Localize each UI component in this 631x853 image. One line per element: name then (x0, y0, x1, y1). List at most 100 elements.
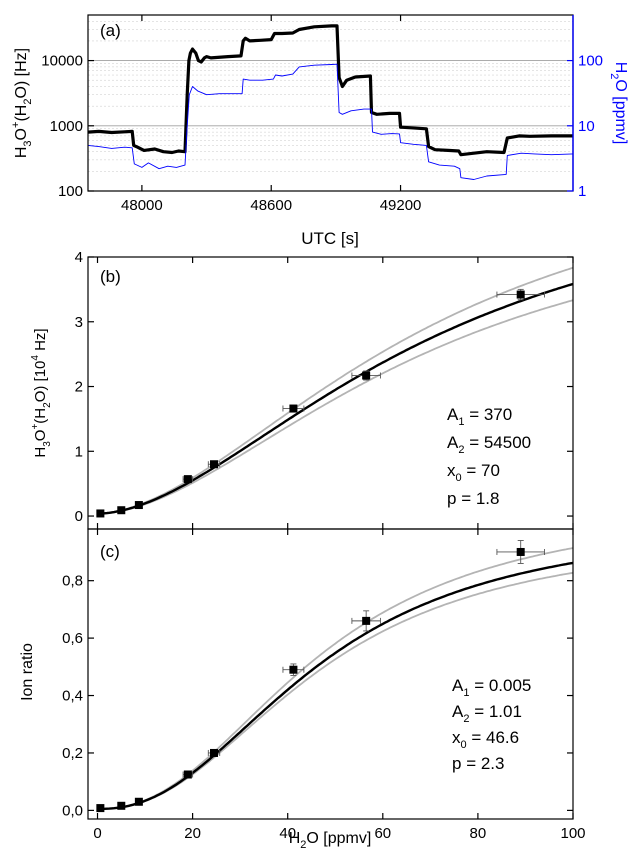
y2-tick-label: 10 (578, 118, 595, 135)
data-point (282, 404, 305, 413)
fit-param: A1 = 370 (447, 405, 512, 428)
panel-c-fit-curve (99, 561, 574, 811)
x-tick-label: 100 (560, 825, 585, 842)
panel-b-fit-band (99, 266, 574, 515)
data-point (282, 663, 305, 676)
panel-b-x-ticks (96, 257, 574, 529)
point-marker (96, 509, 105, 518)
point-marker (210, 460, 219, 469)
x-tick-label: 80 (470, 825, 487, 842)
y-tick-label: 1 (75, 443, 83, 460)
fit-param: x0 = 46.6 (452, 728, 519, 751)
point-marker (96, 804, 105, 813)
panel-b-y-ticks: 0 1 2 3 4 (75, 249, 573, 525)
panel-c-x-ticks: 0 20 40 60 80 100 (93, 529, 586, 842)
x-tick-label: 40 (279, 825, 296, 842)
point-marker (183, 475, 192, 484)
point-marker (117, 801, 126, 810)
x-tick-label: 60 (374, 825, 391, 842)
point-marker (117, 506, 126, 515)
y-tick-label: 10000 (41, 53, 83, 70)
panel-c-ylabel: Ion ratio (19, 643, 36, 701)
data-point (117, 801, 126, 810)
x-tick-label: 20 (184, 825, 201, 842)
point-marker (516, 290, 525, 299)
fit-band-upper (99, 266, 574, 515)
panel-a-ylabel: H3O+(H2O) [Hz] (10, 48, 34, 158)
panel-c-fit-params: A1 = 0.005 A2 = 1.01 x0 = 46.6 p = 2.3 (452, 676, 531, 773)
data-point (182, 770, 194, 779)
y-tick-label: 2 (75, 379, 83, 396)
y-tick-label: 0,4 (62, 688, 83, 705)
x-tick-label: 48000 (121, 197, 163, 214)
panel-b-tag: (b) (100, 267, 121, 286)
point-marker (210, 748, 219, 757)
fit-param: p = 2.3 (452, 754, 504, 773)
panel-b-points (96, 288, 545, 518)
fit-param: x0 = 70 (447, 461, 500, 484)
point-marker (289, 665, 298, 674)
y-tick-label: 100 (58, 183, 83, 200)
data-point (117, 506, 126, 515)
data-point (351, 370, 381, 381)
y-tick-label: 1000 (50, 118, 83, 135)
data-point (134, 501, 143, 510)
panel-a-series (87, 24, 574, 180)
panel-c: 0,0 0,2 0,4 0,6 0,8 0 20 40 60 80 100 (c) Ion rat… (19, 528, 586, 851)
point-marker (362, 371, 371, 380)
point-marker (516, 547, 525, 556)
panel-c-xlabel: H2O [ppmv] (289, 830, 372, 851)
series-count-rate-line (87, 24, 573, 157)
point-marker (362, 616, 371, 625)
panel-a-y-ticks: 100 1000 10000 (41, 53, 94, 200)
panel-a-xlabel: UTC [s] (301, 229, 359, 248)
y-tick-label: 3 (75, 314, 83, 331)
panel-a-x-ticks: 48000 48600 49200 (121, 15, 421, 214)
y-tick-label: 0,0 (62, 802, 83, 819)
data-point (207, 748, 221, 757)
data-point (134, 797, 143, 806)
fit-band-lower (99, 299, 574, 515)
y2-tick-label: 100 (578, 53, 603, 70)
panel-a-frame (87, 14, 574, 192)
y-tick-label: 0,8 (62, 573, 83, 590)
data-point (351, 610, 381, 632)
fit-param: p = 1.8 (447, 489, 499, 508)
y-tick-label: 0,2 (62, 745, 83, 762)
data-point (207, 460, 221, 469)
panel-b-ylabel: H3O+(H2O) [104 Hz] (30, 328, 53, 457)
point-marker (289, 404, 298, 413)
x-tick-label: 48600 (250, 197, 292, 214)
panel-c-frame (87, 528, 574, 820)
fit-param: A1 = 0.005 (452, 676, 531, 699)
data-point (182, 475, 194, 484)
panel-a-y2label: H2O [ppmv] (608, 62, 629, 145)
panel-c-tag: (c) (100, 542, 120, 561)
panel-a-grid (88, 14, 573, 192)
fit-param: A2 = 54500 (447, 433, 531, 456)
panel-c-points (96, 540, 545, 813)
y-tick-label: 0,6 (62, 630, 83, 647)
panel-a-y2-ticks: 1 10 100 (567, 15, 603, 200)
panel-b-fit-params: A1 = 370 A2 = 54500 x0 = 70 p = 1.8 (447, 405, 531, 508)
panel-c-y-ticks: 0,0 0,2 0,4 0,6 0,8 (62, 573, 573, 819)
y2-tick-label: 1 (578, 183, 586, 200)
data-point (96, 804, 105, 813)
fit-param: A2 = 1.01 (452, 702, 522, 725)
data-point (496, 288, 545, 301)
x-tick-label: 49200 (380, 197, 422, 214)
panel-a-tag: (a) (100, 21, 121, 40)
point-marker (134, 797, 143, 806)
series-h2o-line (87, 63, 574, 180)
panel-b: 0 1 2 3 4 (b) H3O+(H2O) [104 Hz] A1 = 370 A2 … (30, 249, 574, 530)
y-tick-label: 0 (75, 508, 83, 525)
data-point (96, 509, 105, 518)
x-tick-label: 0 (93, 825, 101, 842)
panel-b-fit-curve (99, 282, 574, 515)
fit-band-upper (99, 547, 574, 810)
y-tick-label: 4 (75, 249, 83, 266)
data-point (496, 540, 545, 564)
point-marker (183, 770, 192, 779)
